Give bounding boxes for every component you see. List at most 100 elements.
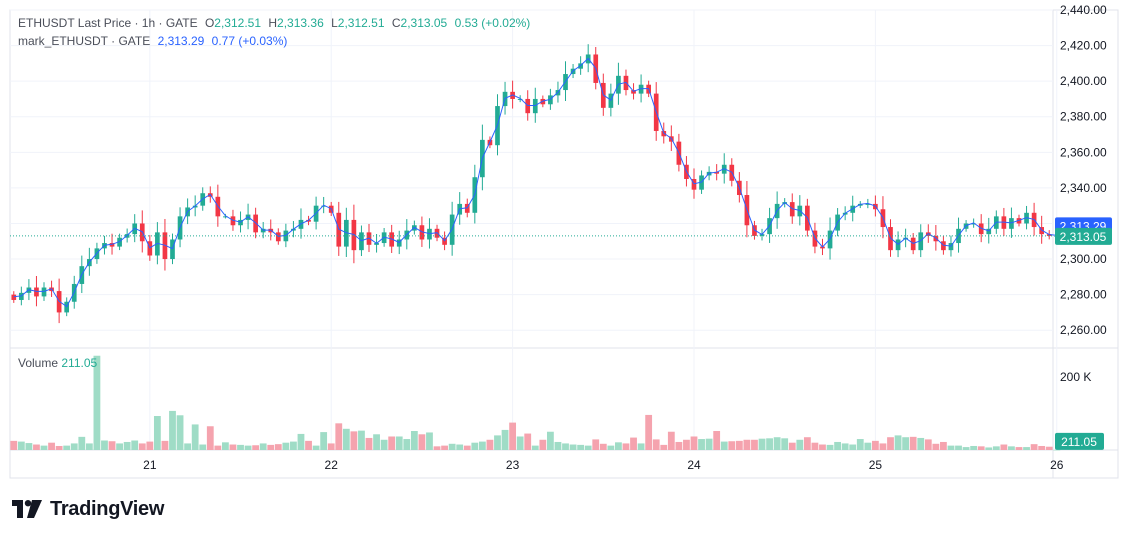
volume-bar bbox=[244, 445, 252, 450]
volume-bar bbox=[1053, 449, 1061, 451]
volume-bar bbox=[524, 433, 532, 450]
candle-body bbox=[865, 203, 871, 205]
mark-title[interactable]: mark_ETHUSDT · GATE bbox=[18, 34, 151, 48]
volume-bar bbox=[1015, 447, 1023, 450]
volume-bar bbox=[743, 439, 751, 450]
volume-bar bbox=[290, 441, 297, 450]
candle-body bbox=[343, 219, 349, 247]
volume-bar bbox=[751, 439, 758, 450]
volume-bar bbox=[562, 443, 569, 450]
volume-bar bbox=[70, 443, 78, 450]
time-tick-label: 25 bbox=[869, 458, 883, 472]
volume-bar bbox=[509, 422, 517, 450]
high-label: H bbox=[268, 16, 278, 30]
volume-bar bbox=[282, 442, 290, 450]
volume-bar bbox=[237, 444, 244, 450]
volume-label[interactable]: Volume bbox=[18, 356, 59, 370]
candle-body bbox=[548, 95, 553, 105]
symbol-title[interactable]: ETHUSDT Last Price · 1h · GATE bbox=[18, 16, 198, 30]
volume-bar bbox=[766, 438, 773, 450]
volume-bar bbox=[10, 440, 18, 450]
volume-bar bbox=[652, 439, 660, 450]
mark-price-legend: mark_ETHUSDT · GATE 2,313.29 0.77 (+0.03… bbox=[18, 34, 291, 48]
volume-bar bbox=[955, 445, 962, 450]
candle-body bbox=[11, 294, 17, 300]
volume-bar bbox=[826, 444, 834, 450]
volume-bar bbox=[433, 446, 441, 450]
volume-bar bbox=[327, 443, 335, 450]
candle-body bbox=[986, 228, 992, 235]
volume-bar bbox=[713, 431, 721, 450]
candle-body bbox=[34, 287, 39, 297]
volume-bar bbox=[395, 436, 403, 450]
volume-bar bbox=[17, 441, 25, 450]
volume-bar bbox=[85, 443, 93, 450]
last-price-badge[interactable] bbox=[1055, 227, 1112, 245]
volume-bar bbox=[758, 438, 766, 450]
volume-bar bbox=[229, 444, 237, 450]
volume-bar bbox=[108, 441, 116, 450]
volume-bar bbox=[917, 437, 925, 450]
volume-bar bbox=[546, 431, 554, 450]
candle-body bbox=[631, 90, 636, 94]
volume-bar bbox=[40, 445, 48, 450]
open-label: O bbox=[204, 16, 215, 30]
volume-bar bbox=[403, 439, 411, 450]
time-tick-label: 22 bbox=[325, 458, 339, 472]
price-tick-label: 2,260.00 bbox=[1060, 323, 1107, 337]
volume-bar bbox=[222, 442, 229, 450]
volume-bar bbox=[335, 423, 343, 450]
volume-bar bbox=[350, 431, 358, 450]
volume-bar bbox=[448, 443, 456, 450]
volume-bar bbox=[1000, 444, 1008, 450]
tradingview-brand[interactable]: TradingView bbox=[12, 497, 164, 521]
price-tick-label: 2,380.00 bbox=[1060, 110, 1107, 124]
volume-bar bbox=[252, 445, 260, 450]
price-tick-label: 2,420.00 bbox=[1060, 39, 1107, 53]
candle-body bbox=[971, 223, 976, 225]
volume-bar bbox=[1008, 446, 1015, 450]
high-value: 2,313.36 bbox=[277, 16, 324, 30]
volume-bar bbox=[902, 437, 910, 450]
volume-bar bbox=[365, 437, 373, 450]
volume-bar bbox=[531, 445, 539, 450]
volume-legend: Volume 211.05 bbox=[18, 356, 97, 370]
candle-body bbox=[1024, 212, 1029, 224]
volume-bar bbox=[985, 447, 993, 450]
volume-bar bbox=[138, 443, 146, 450]
volume-bar bbox=[33, 444, 40, 450]
volume-bar bbox=[478, 441, 486, 450]
last-volume-badge[interactable] bbox=[1055, 432, 1104, 450]
volume-bar bbox=[970, 445, 978, 450]
volume-bar bbox=[569, 444, 577, 450]
volume-bar bbox=[947, 445, 955, 450]
volume-bar bbox=[849, 444, 857, 450]
volume-bar bbox=[55, 445, 63, 450]
volume-bar bbox=[690, 436, 698, 450]
mark-price-line bbox=[13, 57, 1057, 308]
low-value: 2,312.51 bbox=[337, 16, 385, 30]
price-tick-label: 2,360.00 bbox=[1060, 145, 1107, 159]
volume-bar bbox=[796, 439, 804, 450]
price-tick-label: 2,300.00 bbox=[1060, 252, 1107, 266]
volume-bar bbox=[358, 430, 365, 450]
volume-bar bbox=[773, 437, 781, 450]
volume-bar bbox=[577, 444, 585, 450]
change-value: 0.53 (+0.02%) bbox=[454, 16, 531, 30]
volume-bar bbox=[811, 442, 819, 450]
volume-bar bbox=[705, 438, 713, 450]
volume-bar bbox=[962, 447, 970, 450]
close-value: 2,313.05 bbox=[400, 16, 448, 30]
candle-body bbox=[532, 98, 538, 114]
volume-bar bbox=[660, 444, 668, 450]
volume-bar bbox=[728, 441, 736, 450]
candle-body bbox=[283, 230, 289, 242]
volume-bar bbox=[93, 355, 101, 450]
volume-bar bbox=[856, 439, 864, 450]
close-label: C bbox=[391, 16, 401, 30]
volume-bar bbox=[909, 436, 917, 450]
volume-bar bbox=[516, 436, 524, 450]
volume-bar bbox=[274, 444, 282, 450]
